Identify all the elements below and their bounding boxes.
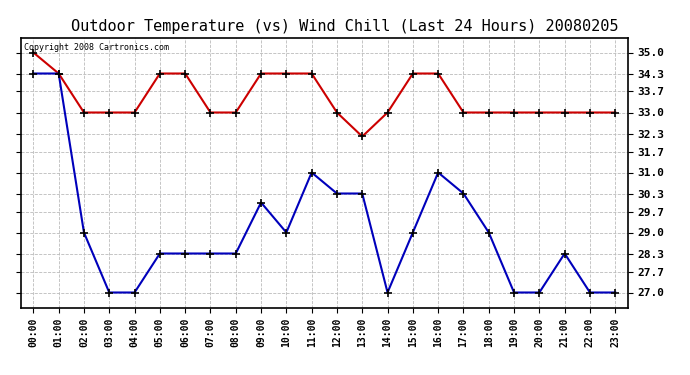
Text: Copyright 2008 Cartronics.com: Copyright 2008 Cartronics.com bbox=[23, 43, 169, 52]
Text: Outdoor Temperature (vs) Wind Chill (Last 24 Hours) 20080205: Outdoor Temperature (vs) Wind Chill (Las… bbox=[71, 19, 619, 34]
